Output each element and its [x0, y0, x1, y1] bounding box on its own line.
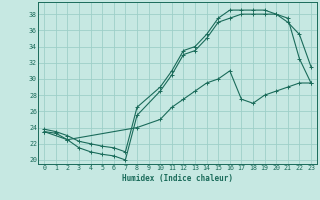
X-axis label: Humidex (Indice chaleur): Humidex (Indice chaleur)	[122, 174, 233, 183]
